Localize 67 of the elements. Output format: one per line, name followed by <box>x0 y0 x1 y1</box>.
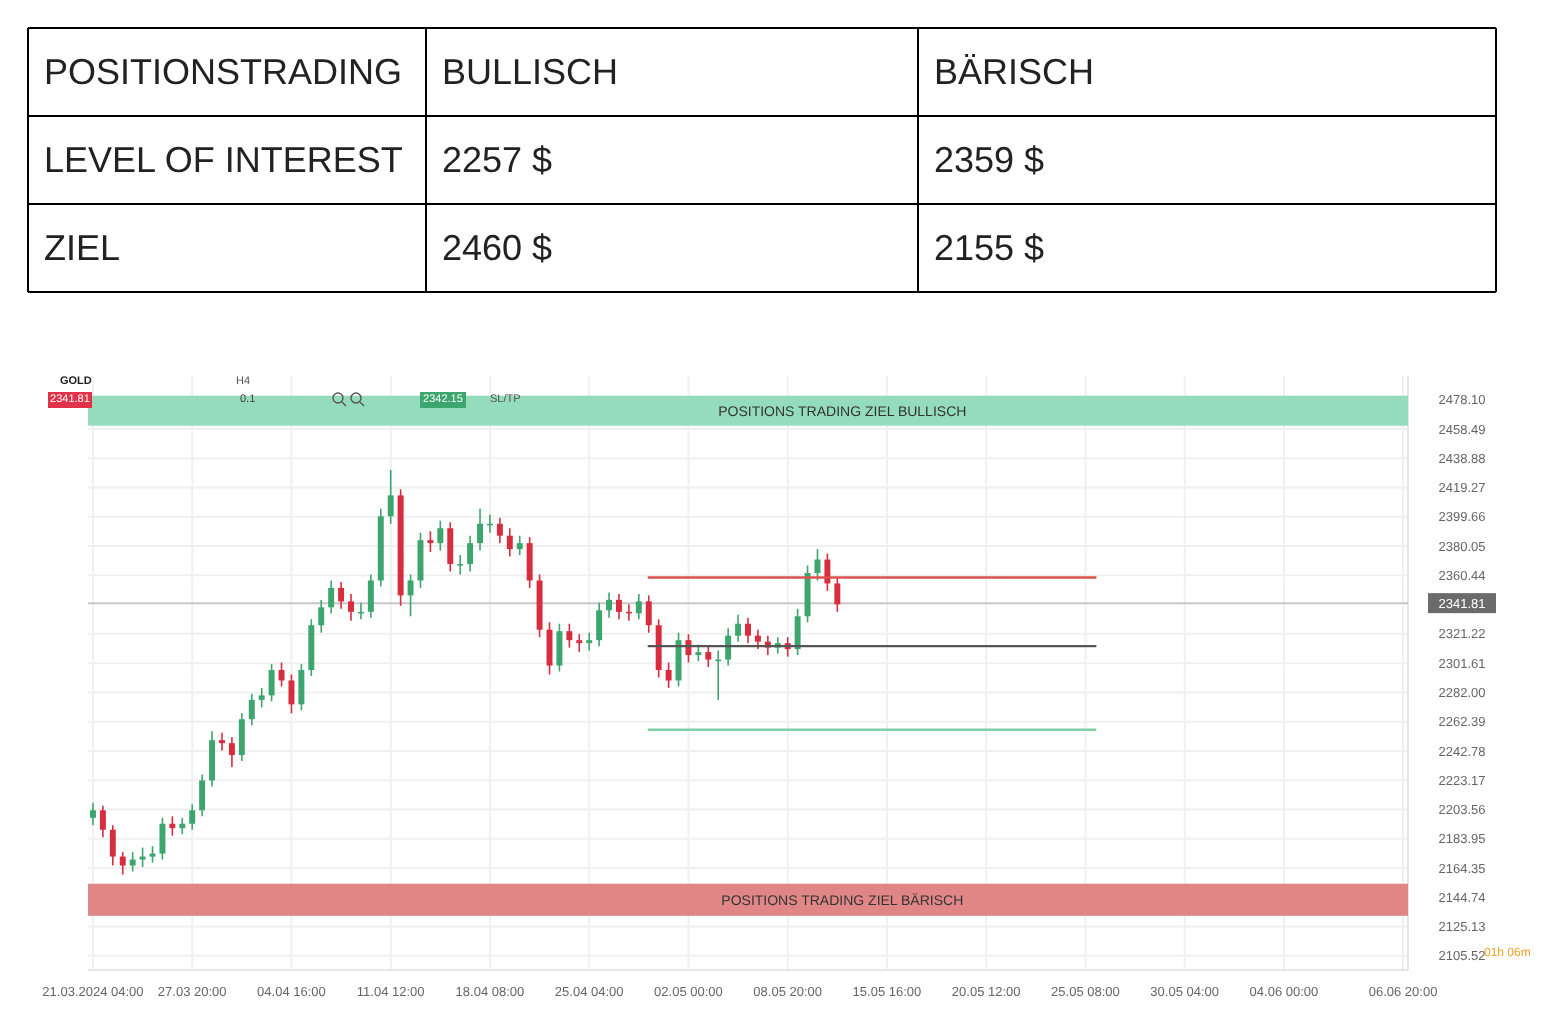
candlestick <box>288 673 295 715</box>
text: POSITIONSTRADING <box>44 52 403 92</box>
candlestick <box>645 594 652 634</box>
text: BÄRISCH <box>934 52 1095 92</box>
candlestick <box>228 736 235 768</box>
candlestick <box>159 816 166 861</box>
candlestick <box>616 593 622 621</box>
candlestick <box>407 573 414 618</box>
candlestick <box>89 802 96 827</box>
candlestick <box>566 622 573 649</box>
candlestick <box>268 663 275 703</box>
candlestick <box>526 536 533 589</box>
candlestick <box>328 579 335 615</box>
candlestick <box>834 576 841 613</box>
text: ZIEL <box>44 228 121 268</box>
candlestick <box>278 661 285 688</box>
candlestick <box>209 730 216 788</box>
candlestick <box>804 564 811 624</box>
candlestick <box>606 591 613 619</box>
candlestick <box>754 628 761 650</box>
candlestick <box>318 599 325 634</box>
candlestick <box>745 616 751 644</box>
candlestick <box>387 469 394 525</box>
candlestick <box>556 622 563 673</box>
candlestick <box>635 593 642 621</box>
candlestick <box>189 803 196 831</box>
candlestick <box>437 519 444 552</box>
candlestick <box>219 731 225 752</box>
candlestick <box>457 554 464 576</box>
candlestick <box>367 573 374 619</box>
candlestick <box>665 661 672 689</box>
candlestick <box>238 712 245 762</box>
text: 2460 $ <box>442 228 553 268</box>
candlestick <box>596 602 603 647</box>
candlestick <box>248 693 255 727</box>
candlestick <box>725 627 732 667</box>
candlestick <box>298 663 305 712</box>
text: BULLISCH <box>442 52 619 92</box>
candlestick <box>338 581 345 610</box>
candlestick <box>129 851 136 873</box>
candlestick <box>427 530 434 553</box>
candlestick <box>348 593 354 622</box>
candlestick <box>655 618 662 679</box>
candlestick <box>735 613 742 643</box>
text: LEVEL OF INTEREST <box>44 140 403 180</box>
candlestick <box>99 805 106 838</box>
candlestick <box>139 846 146 868</box>
candlestick <box>447 521 454 573</box>
candlestick <box>496 516 503 544</box>
candlestick <box>586 631 593 652</box>
candlestick <box>506 527 513 558</box>
candlestick <box>119 851 126 876</box>
candlestick <box>308 618 315 677</box>
text: 2359 $ <box>934 140 1045 180</box>
candlestick <box>199 773 206 818</box>
text: 2257 $ <box>442 140 553 180</box>
text: 2155 $ <box>934 228 1045 268</box>
candlestick <box>675 631 682 688</box>
candlestick <box>258 687 265 709</box>
candlestick <box>467 534 474 573</box>
candlestick <box>516 534 523 556</box>
candlestick <box>576 633 583 653</box>
candlestick <box>814 548 821 582</box>
candlestick <box>705 645 712 668</box>
candlestick <box>794 608 801 656</box>
candlestick <box>477 508 484 552</box>
candlestick <box>109 824 116 867</box>
